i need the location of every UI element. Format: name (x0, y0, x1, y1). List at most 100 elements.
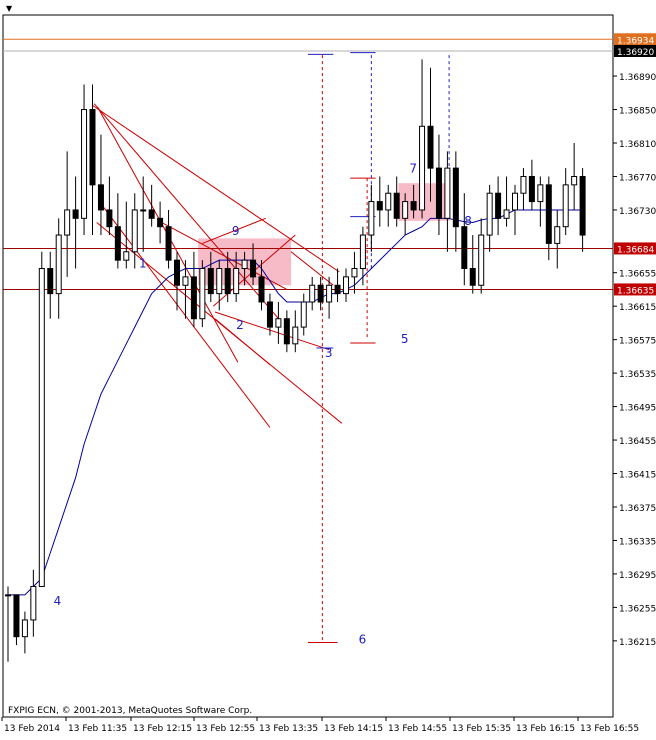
candle (359, 226, 366, 286)
y-tick-label: 1.36535 (619, 370, 656, 380)
x-tick-label: 13 Feb 2014 (4, 724, 60, 734)
title-strip (0, 0, 656, 14)
bear-candle-body (461, 226, 468, 270)
bear-candle-body (495, 192, 502, 219)
bull-candle-body (216, 268, 223, 295)
candle (402, 193, 409, 236)
y-tick-label: 1.36850 (619, 107, 656, 117)
plot-frame (2, 14, 614, 718)
y-tick-label: 1.36375 (619, 504, 656, 514)
bull-candle-body (140, 209, 147, 212)
candle (334, 268, 341, 302)
candle (393, 176, 400, 227)
y-tick-label: 1.36615 (619, 303, 656, 313)
candle (250, 243, 257, 286)
bull-candle-body (30, 585, 37, 621)
annotation-label: 3 (325, 346, 333, 360)
bull-candle-body (402, 201, 409, 219)
price-box-label: 1.36684 (617, 245, 654, 255)
trendline (93, 103, 281, 321)
y-tick-label: 1.36890 (619, 73, 656, 83)
bear-candle-body (452, 167, 459, 228)
y-tick-label: 1.36215 (619, 638, 656, 648)
bull-candle-body (292, 326, 299, 345)
bull-candle-body (131, 209, 138, 253)
candle (190, 251, 197, 328)
bear-candle-body (148, 209, 155, 219)
candle (174, 251, 180, 311)
candle (537, 176, 544, 227)
y-tick-label: 1.36575 (619, 337, 656, 347)
bear-candle-body (528, 175, 535, 203)
bear-candle-body (72, 209, 79, 219)
trendline (202, 217, 266, 244)
candle (21, 611, 28, 654)
candle (30, 569, 37, 637)
trendline (98, 201, 271, 428)
bear-candle-body (410, 201, 417, 211)
candle (495, 176, 502, 236)
candle (376, 176, 383, 227)
price-box (614, 44, 656, 57)
candle (224, 251, 231, 302)
candle (216, 260, 223, 311)
candle (207, 251, 214, 302)
candle (545, 176, 552, 261)
y-tick-label: 1.36655 (619, 270, 656, 280)
bear-candle-body (393, 192, 400, 219)
x-tick-label: 13 Feb 15:35 (452, 724, 511, 734)
bear-candle-body (545, 184, 552, 244)
bear-candle-body (165, 226, 172, 261)
bull-candle-body (385, 192, 392, 211)
y-tick-label: 1.36495 (619, 404, 656, 414)
candle (64, 151, 71, 277)
candle (5, 586, 11, 662)
bull-candle-body (419, 125, 426, 211)
candle (309, 276, 316, 311)
x-tick-label: 13 Feb 14:55 (388, 724, 447, 734)
y-tick-label: 1.36810 (619, 140, 656, 150)
bull-candle-body (562, 184, 569, 228)
bear-candle-body (13, 594, 20, 638)
bull-candle-body (275, 318, 282, 328)
bear-candle-body (114, 226, 121, 261)
bull-candle-body (537, 184, 544, 203)
candle (478, 218, 485, 294)
candle (419, 59, 426, 219)
candle (55, 218, 62, 319)
trendline (161, 222, 288, 290)
bull-candle-body (520, 175, 527, 194)
candle (351, 251, 358, 294)
bull-candle-body (182, 276, 189, 286)
candle (317, 276, 324, 311)
candle (503, 176, 510, 227)
y-tick-label: 1.36415 (619, 471, 656, 481)
candle (292, 310, 299, 353)
price-box (614, 33, 656, 46)
bear-candle-body (106, 209, 113, 228)
candle (182, 260, 189, 319)
bull-candle-body (64, 209, 71, 236)
bull-candle-body (512, 192, 518, 211)
x-tick-label: 13 Feb 16:55 (580, 724, 639, 734)
candle (435, 134, 442, 236)
bear-candle-body (250, 259, 257, 278)
annotation-label: 9 (232, 224, 240, 238)
candle (140, 176, 147, 252)
bull-candle-body (38, 268, 45, 587)
bear-candle-body (283, 318, 290, 345)
candle (571, 143, 578, 210)
bull-candle-body (81, 109, 88, 219)
candle (385, 184, 392, 227)
bear-candle-body (435, 167, 442, 219)
bull-candle-body (554, 226, 561, 244)
bear-candle-body (579, 175, 586, 236)
candle (562, 168, 569, 236)
candle (157, 201, 164, 244)
y-tick-label: 1.36335 (619, 537, 656, 547)
candle (241, 251, 248, 286)
bull-candle-body (21, 619, 28, 638)
bull-candle-body (444, 167, 451, 219)
y-tick-label: 1.36770 (619, 173, 656, 183)
